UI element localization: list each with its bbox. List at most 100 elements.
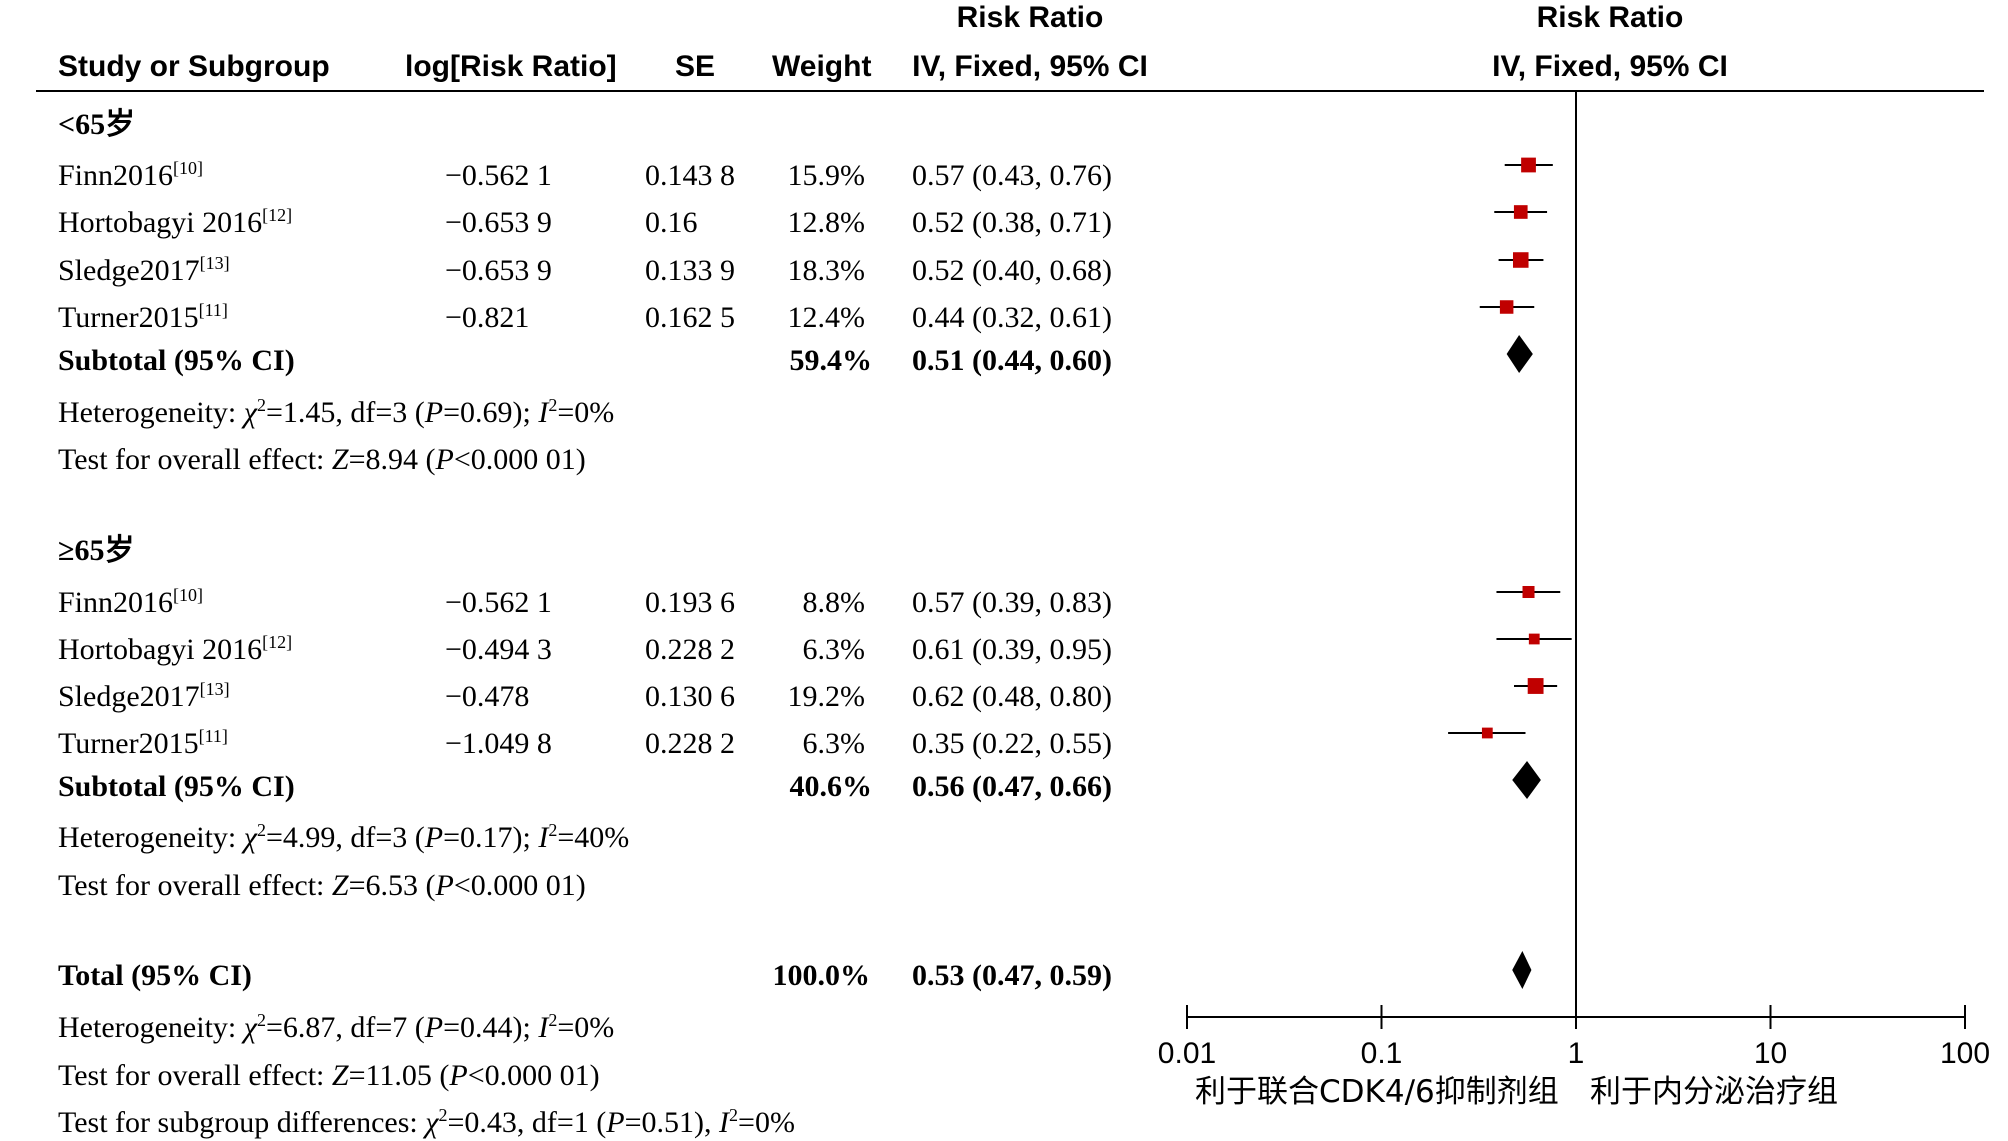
header-plot-top: Risk Ratio bbox=[1536, 1, 1684, 34]
study-label: Hortobagyi 2016 bbox=[58, 633, 263, 666]
stat-value: =6.87, df=7 ( bbox=[265, 1011, 425, 1044]
study-name: Turner2015[11] bbox=[58, 727, 228, 760]
stat-value: =40% bbox=[557, 821, 630, 854]
study-label: Finn2016 bbox=[58, 586, 174, 619]
total-weight: 100.0% bbox=[772, 959, 871, 992]
stat-label: Heterogeneity: bbox=[58, 1011, 244, 1044]
study-ref: [12] bbox=[262, 205, 293, 225]
log-rr-cell: −0.562 1 bbox=[445, 159, 552, 192]
overall-effect-text: Test for overall effect: Z=8.94 (P<0.000… bbox=[58, 445, 586, 475]
study-name: Finn2016[10] bbox=[58, 586, 203, 619]
study-name: Turner2015[11] bbox=[58, 301, 228, 334]
superscript: 2 bbox=[548, 820, 558, 840]
pooled-diamond bbox=[1506, 335, 1533, 373]
study-name: Sledge2017[13] bbox=[58, 253, 230, 287]
x-tick-label: 0.01 bbox=[1158, 1037, 1216, 1070]
overall-effect-text: Test for overall effect: Z=11.05 (P<0.00… bbox=[58, 1061, 600, 1091]
study-label: Finn2016 bbox=[58, 159, 174, 192]
superscript: 2 bbox=[729, 1105, 739, 1125]
weight-cell: 6.3% bbox=[802, 633, 866, 666]
study-marker bbox=[1522, 585, 1535, 599]
z-symbol: Z bbox=[331, 1059, 349, 1092]
p-symbol: P bbox=[424, 1011, 444, 1044]
se-cell: 0.16 bbox=[645, 206, 698, 239]
study-name: Finn2016[10] bbox=[58, 158, 204, 192]
weight-cell: 8.8% bbox=[802, 586, 866, 619]
study-ref: [13] bbox=[199, 253, 230, 273]
study-name: Sledge2017[13] bbox=[58, 680, 230, 713]
group-label: ≥65岁 bbox=[58, 534, 135, 567]
stat-value: =8.94 ( bbox=[348, 443, 436, 476]
pooled-diamond bbox=[1512, 951, 1532, 989]
weight-cell: 12.4% bbox=[787, 301, 866, 334]
weight-cell: 6.3% bbox=[802, 727, 866, 760]
se-cell: 0.162 5 bbox=[645, 301, 735, 334]
subtotal-label: Subtotal (95% CI) bbox=[58, 344, 295, 377]
subtotal-weight: 59.4% bbox=[789, 344, 873, 377]
stat-value: =0.17); bbox=[443, 821, 539, 854]
subtotal-weight: 40.6% bbox=[789, 770, 873, 803]
study-marker bbox=[1527, 678, 1544, 694]
stat-value: <0.000 01) bbox=[467, 1059, 600, 1092]
ci-cell: 0.44 (0.32, 0.61) bbox=[912, 301, 1112, 334]
se-cell: 0.130 6 bbox=[645, 680, 735, 713]
overall-effect-text: Test for overall effect: Z=6.53 (P<0.000… bbox=[58, 871, 586, 901]
weight-cell: 12.8% bbox=[787, 206, 866, 239]
log-rr-cell: −0.653 9 bbox=[445, 254, 552, 287]
weight-cell: 18.3% bbox=[787, 254, 866, 287]
header-study: Study or Subgroup bbox=[58, 50, 330, 83]
superscript: 2 bbox=[548, 1010, 558, 1030]
total-label: Total (95% CI) bbox=[58, 959, 252, 992]
i-symbol: I bbox=[538, 396, 549, 429]
ci-cell: 0.57 (0.39, 0.83) bbox=[912, 586, 1112, 619]
subtotal-ci: 0.51 (0.44, 0.60) bbox=[912, 344, 1112, 377]
study-label: Turner2015 bbox=[58, 727, 199, 760]
stat-value: =0.51), bbox=[624, 1106, 720, 1139]
stat-value: =4.99, df=3 ( bbox=[265, 821, 425, 854]
se-cell: 0.133 9 bbox=[645, 254, 735, 287]
x-tick-label: 1 bbox=[1568, 1037, 1585, 1070]
p-symbol: P bbox=[435, 443, 454, 476]
log-rr-cell: −0.478 bbox=[445, 680, 530, 713]
p-symbol: P bbox=[606, 1106, 625, 1139]
chi-symbol: χ bbox=[243, 821, 257, 854]
log-rr-cell: −0.653 9 bbox=[445, 206, 552, 239]
study-marker bbox=[1528, 633, 1540, 645]
stat-value: <0.000 01) bbox=[453, 869, 586, 902]
stat-value: =1.45, df=3 ( bbox=[265, 396, 425, 429]
p-symbol: P bbox=[424, 821, 444, 854]
superscript: 2 bbox=[548, 395, 558, 415]
i-symbol: I bbox=[538, 1011, 549, 1044]
header-se: SE bbox=[675, 50, 716, 83]
stat-label: Test for overall effect: bbox=[58, 443, 332, 476]
favors-right-label: 利于内分泌治疗组 bbox=[1590, 1074, 1838, 1110]
se-cell: 0.193 6 bbox=[645, 586, 735, 619]
ci-cell: 0.57 (0.43, 0.76) bbox=[912, 159, 1112, 192]
stat-value: =0% bbox=[557, 1011, 615, 1044]
stat-label: Heterogeneity: bbox=[58, 821, 244, 854]
se-cell: 0.228 2 bbox=[645, 633, 735, 666]
i-symbol: I bbox=[538, 821, 549, 854]
study-label: Sledge2017 bbox=[58, 680, 200, 713]
study-ref: [10] bbox=[173, 158, 204, 178]
weight-cell: 15.9% bbox=[787, 159, 866, 192]
superscript: 2 bbox=[438, 1105, 448, 1125]
stat-value: <0.000 01) bbox=[453, 443, 586, 476]
stat-value: =0% bbox=[738, 1106, 795, 1139]
stat-value: =11.05 ( bbox=[348, 1059, 450, 1092]
group-label: <65岁 bbox=[58, 108, 136, 141]
study-label: Turner2015 bbox=[58, 301, 199, 334]
superscript: 2 bbox=[256, 820, 266, 840]
study-ref: [12] bbox=[262, 632, 293, 652]
se-cell: 0.143 8 bbox=[645, 159, 735, 192]
ci-cell: 0.62 (0.48, 0.80) bbox=[912, 680, 1112, 713]
ci-cell: 0.52 (0.38, 0.71) bbox=[912, 206, 1112, 239]
study-label: Sledge2017 bbox=[58, 254, 200, 287]
log-rr-cell: −0.494 3 bbox=[445, 633, 552, 666]
log-rr-cell: −0.562 1 bbox=[445, 586, 552, 619]
log-rr-cell: −1.049 8 bbox=[445, 727, 552, 760]
subtotal-ci: 0.56 (0.47, 0.66) bbox=[912, 770, 1112, 803]
subtotal-label: Subtotal (95% CI) bbox=[58, 770, 295, 803]
stat-label: Test for subgroup differences: bbox=[58, 1106, 426, 1139]
